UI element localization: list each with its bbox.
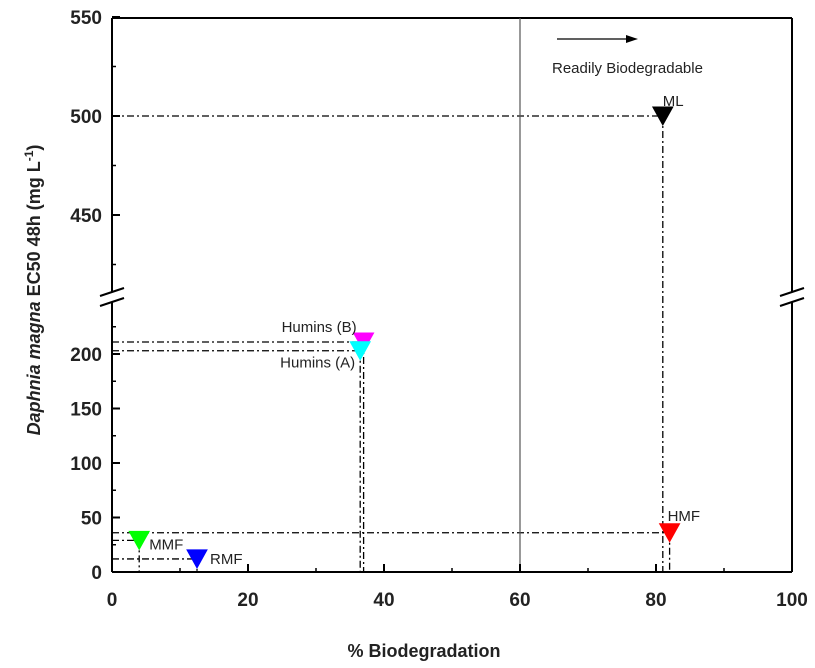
point-label-hmf: HMF bbox=[668, 508, 701, 525]
x-tick-label: 0 bbox=[107, 590, 118, 611]
point-label-rmf: RMF bbox=[210, 551, 243, 568]
point-marker-humins-a- bbox=[349, 341, 372, 361]
y-axis-title-normal: EC50 48h (mg L bbox=[24, 161, 44, 301]
axis-break-left-2 bbox=[99, 297, 125, 307]
point-marker-mmf bbox=[128, 530, 151, 551]
y-tick-label: 550 bbox=[70, 8, 102, 29]
point-label-ml: ML bbox=[663, 93, 684, 110]
y-tick-label: 450 bbox=[70, 206, 102, 227]
y-tick-label: 100 bbox=[70, 454, 102, 475]
y-tick-label: 50 bbox=[81, 509, 102, 530]
annotation-text: Readily Biodegradable bbox=[552, 60, 703, 77]
axis-break-right-1 bbox=[779, 287, 805, 297]
y-tick-label: 0 bbox=[91, 563, 102, 584]
annotation-arrow-head bbox=[626, 35, 638, 43]
x-tick-label: 60 bbox=[509, 590, 530, 611]
y-axis-title-close: ) bbox=[24, 145, 44, 151]
x-tick-label: 100 bbox=[776, 590, 808, 611]
axis-break-left-1 bbox=[99, 287, 125, 297]
y-axis-title-sup: -1 bbox=[22, 150, 36, 161]
y-tick-label: 150 bbox=[70, 400, 102, 421]
y-axis-title: Daphnia magna EC50 48h (mg L-1) bbox=[22, 145, 44, 436]
x-axis-title: % Biodegradation bbox=[347, 641, 500, 661]
point-label-humins-a-: Humins (A) bbox=[280, 355, 355, 372]
axis-break-right-2 bbox=[779, 297, 805, 307]
point-marker-ml bbox=[651, 106, 674, 127]
point-label-humins-b-: Humins (B) bbox=[282, 319, 357, 336]
x-tick-label: 80 bbox=[645, 590, 666, 611]
point-label-mmf: MMF bbox=[149, 536, 183, 553]
point-marker-hmf bbox=[658, 523, 681, 543]
x-tick-label: 40 bbox=[373, 590, 394, 611]
x-tick-label: 20 bbox=[237, 590, 258, 611]
y-tick-label: 200 bbox=[70, 345, 102, 366]
point-marker-rmf bbox=[186, 549, 208, 569]
y-tick-label: 500 bbox=[70, 107, 102, 128]
y-axis-title-italic: Daphnia magna bbox=[24, 301, 44, 435]
